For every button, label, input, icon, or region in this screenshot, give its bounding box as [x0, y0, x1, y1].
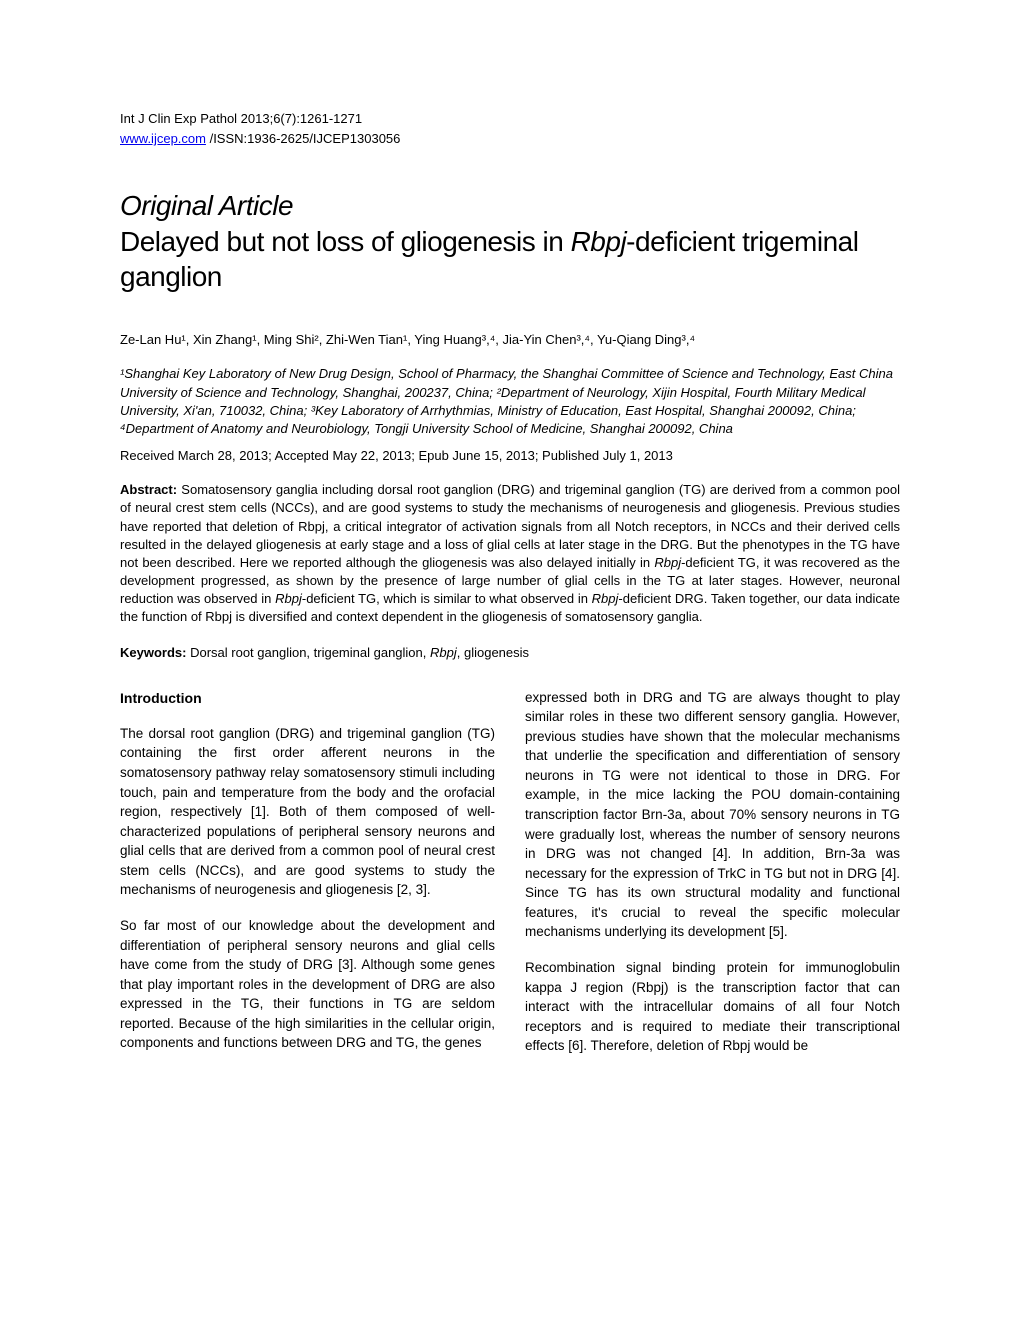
journal-link-line: www.ijcep.com /ISSN:1936-2625/IJCEP13030… — [120, 130, 900, 148]
journal-reference: Int J Clin Exp Pathol 2013;6(7):1261-127… — [120, 110, 900, 128]
abstract-block: Abstract: Somatosensory ganglia includin… — [120, 481, 900, 627]
journal-header: Int J Clin Exp Pathol 2013;6(7):1261-127… — [120, 110, 900, 148]
right-column: expressed both in DRG and TG are always … — [525, 688, 900, 1072]
affiliations: ¹Shanghai Key Laboratory of New Drug Des… — [120, 365, 900, 438]
publication-dates: Received March 28, 2013; Accepted May 22… — [120, 448, 900, 463]
body-two-columns: Introduction The dorsal root ganglion (D… — [120, 688, 900, 1072]
introduction-heading: Introduction — [120, 688, 495, 708]
abstract-italic-1: Rbpj — [654, 555, 681, 570]
issn-text: /ISSN:1936-2625/IJCEP1303056 — [206, 131, 400, 146]
intro-paragraph-2: So far most of our knowledge about the d… — [120, 916, 495, 1053]
abstract-label: Abstract: — [120, 482, 181, 497]
article-type: Original Article — [120, 190, 900, 222]
keywords-block: Keywords: Dorsal root ganglion, trigemin… — [120, 645, 900, 660]
journal-url-link[interactable]: www.ijcep.com — [120, 131, 206, 146]
article-title: Delayed but not loss of gliogenesis in R… — [120, 224, 900, 294]
intro-paragraph-4: Recombination signal binding protein for… — [525, 958, 900, 1056]
keywords-italic: Rbpj — [430, 645, 457, 660]
title-italic-gene: Rbpj — [571, 226, 627, 257]
left-column: Introduction The dorsal root ganglion (D… — [120, 688, 495, 1072]
abstract-italic-2: Rbpj — [275, 591, 302, 606]
keywords-text-post: , gliogenesis — [457, 645, 529, 660]
authors-list: Ze-Lan Hu¹, Xin Zhang¹, Ming Shi², Zhi-W… — [120, 332, 900, 347]
intro-paragraph-1: The dorsal root ganglion (DRG) and trige… — [120, 724, 495, 900]
keywords-text-pre: Dorsal root ganglion, trigeminal ganglio… — [190, 645, 430, 660]
keywords-label: Keywords: — [120, 645, 190, 660]
title-text-pre: Delayed but not loss of gliogenesis in — [120, 226, 571, 257]
abstract-text-3: -deficient TG, which is similar to what … — [302, 591, 592, 606]
abstract-italic-3: Rbpj — [592, 591, 619, 606]
intro-paragraph-3: expressed both in DRG and TG are always … — [525, 688, 900, 942]
